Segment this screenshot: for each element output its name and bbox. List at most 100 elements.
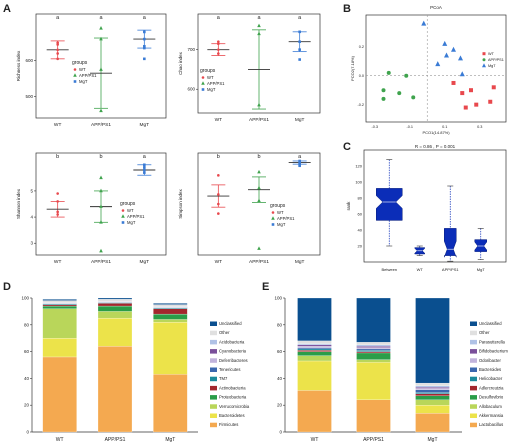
legend-marker [482,63,486,68]
data-point [99,220,103,224]
legend-marker [482,58,486,62]
pcoa-point [381,88,386,93]
legend-entry: APP/PS1 [207,81,225,86]
y-tick-label: 0 [26,430,29,435]
data-point [143,37,146,41]
data-point [298,58,301,61]
bar-segment [356,348,391,351]
y-axis-label: PCO2(7.18%) [350,55,355,81]
data-point [217,52,220,55]
x-tick-label: WT [215,259,223,265]
y-tick-label: 100 [355,179,362,184]
legend-entry: Lactobacillus [479,422,503,427]
significance-letter: a [56,15,60,21]
legend-swatch [470,404,477,409]
bar-segment [42,356,77,433]
pcoa-point [442,40,448,46]
legend-entry: Cyanobacteria [219,349,247,354]
legend-swatch [470,395,477,400]
y-tick-label: 40 [24,376,30,381]
bar-segment [153,319,188,323]
legend-marker [271,216,275,220]
y-tick-label: 20 [24,403,30,408]
significance-letter: a [143,154,147,160]
y-tick-label: 60 [24,349,30,354]
legend-entry: Actinobacteria [219,385,246,390]
legend-title: groups [72,60,88,66]
bar-segment [297,351,332,356]
significance-letter: a [143,15,147,21]
significance-letter: b [217,154,220,160]
legend-swatch [470,339,477,345]
data-point [257,23,261,28]
data-point [56,57,59,61]
x-tick-label: Between [381,267,397,272]
legend-entry: Verrucomicrobia [219,404,250,409]
legend-entry: Desulfovibrio [479,395,504,400]
data-point [257,246,261,250]
bar-segment [42,305,77,309]
bar-segment [297,343,332,346]
bar-segment [356,346,391,348]
bar-segment [97,299,133,302]
x-tick-label: APP/PS1 [249,259,269,265]
bar-segment [42,308,77,339]
y-tick-label: 500 [25,94,33,99]
data-point [56,200,59,203]
y-tick-label: 100 [274,296,282,301]
x-tick-label: MgT [295,259,305,265]
plot-frame [35,152,167,256]
legend-entry: TM7 [219,376,228,381]
legend-marker [73,80,77,83]
y-tick-label: 20 [277,403,283,408]
significance-letter: b [99,154,102,160]
legend-entry: Akkermansia [479,413,504,418]
x-tick-label: MgT [295,117,305,123]
legend-swatch [210,404,217,409]
bar-segment [415,392,450,394]
bar-segment [297,346,332,348]
bar-segment [97,317,133,347]
panel-c: C R = 0.86 , P = 0.001 20 40 60 80 100 120 rank B… [343,141,507,272]
legend-marker [201,88,205,91]
bar-segment [153,321,188,375]
data-point [298,161,301,164]
legend-entry: MgT [79,79,88,84]
data-point [298,40,301,44]
bar-segment [356,347,391,350]
legend-entry: Proteobacteria [219,395,247,400]
significance-letter: b [257,154,260,160]
data-point [99,175,103,180]
bar-segment [415,405,450,414]
x-tick-label: -0.1 [406,125,413,129]
legend-entry: MgT [127,220,136,225]
panel-label-d: D [3,281,11,293]
data-point [217,40,220,44]
bar-segment [297,340,332,344]
legend-entry: Parasutterella [479,339,506,344]
legend-entry: WT [488,52,495,56]
x-tick-label: APP/PS1 [91,259,111,265]
bar-segment [153,374,188,433]
bar-segment [356,351,391,354]
bar-segment [356,342,391,346]
y-tick-label: 0 [279,430,282,435]
y-tick-label: 80 [358,195,363,200]
data-point [56,48,59,52]
legend-entry: Allobaculum [479,404,502,409]
data-point [143,57,146,61]
legend-swatch [470,330,477,336]
bar-segment [415,297,450,384]
y-tick-label: 40 [277,376,283,381]
x-tick-label: MgT [428,437,438,443]
data-point [56,192,59,195]
legend-swatch [470,376,477,382]
data-point [298,162,301,166]
data-point [143,46,146,50]
data-point [56,43,59,46]
x-tick-label: WT [311,437,319,443]
bar-segment [415,393,450,396]
x-tick-label: APP/PS1 [105,437,126,443]
bar-segment [356,362,391,400]
